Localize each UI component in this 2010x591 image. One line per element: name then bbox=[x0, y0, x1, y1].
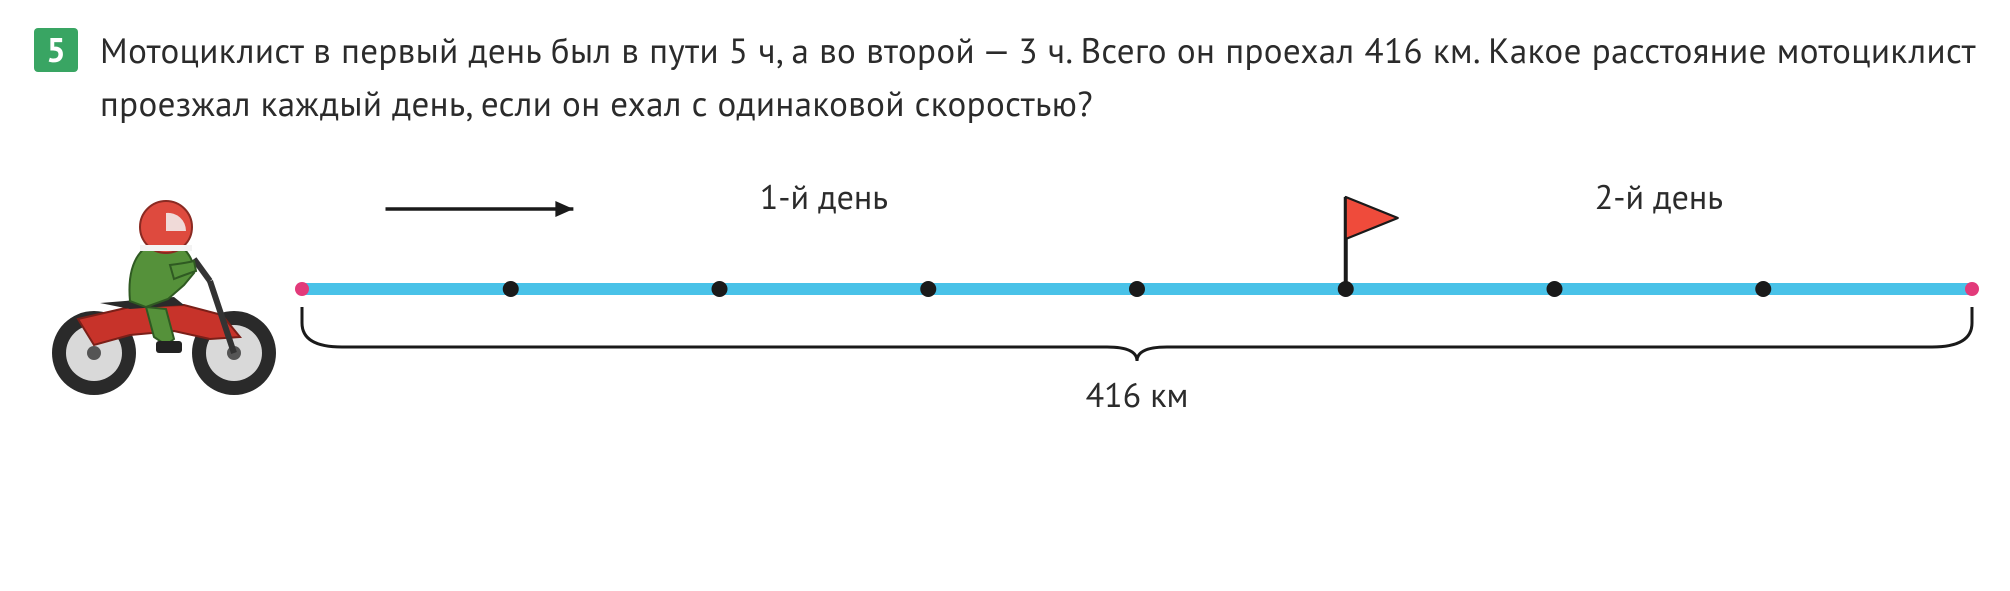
number-line-wrap: 1-й день 2-й день 416 км bbox=[282, 159, 1992, 419]
problem-number-badge: 5 bbox=[34, 28, 78, 72]
problem-text: Мотоциклист в первый день был в пути 5 ч… bbox=[100, 24, 1976, 129]
svg-text:2-й день: 2-й день bbox=[1595, 175, 1723, 219]
svg-text:416 км: 416 км bbox=[1086, 373, 1189, 417]
problem-row: 5 Мотоциклист в первый день был в пути 5… bbox=[34, 24, 1976, 129]
motorcycle-icon bbox=[34, 169, 290, 399]
motorcyclist-illustration bbox=[34, 169, 290, 399]
number-line-svg: 1-й день 2-й день 416 км bbox=[282, 159, 1992, 419]
problem-number: 5 bbox=[46, 28, 65, 72]
diagram: 1-й день 2-й день 416 км bbox=[34, 159, 1976, 419]
svg-text:1-й день: 1-й день bbox=[760, 175, 888, 219]
